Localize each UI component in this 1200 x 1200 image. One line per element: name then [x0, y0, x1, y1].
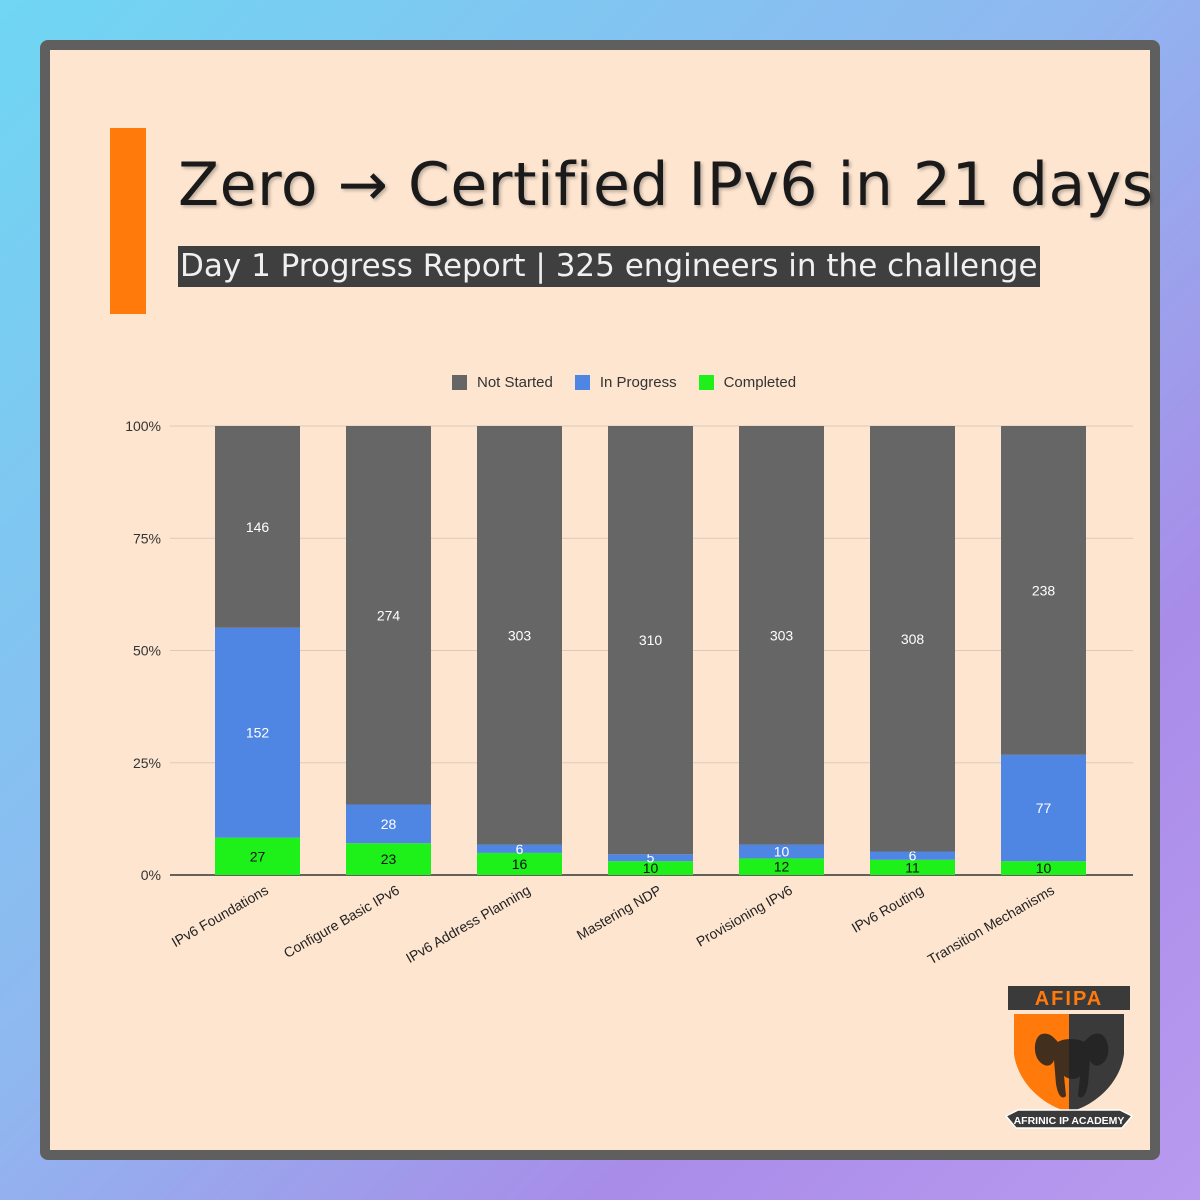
- bar-segment: [346, 804, 431, 844]
- page-title: Zero → Certified IPv6 in 21 days: [178, 150, 1154, 220]
- bar-segment: [608, 861, 693, 875]
- x-tick-label: IPv6 Foundations: [169, 882, 271, 950]
- bar-segment: [1001, 426, 1086, 755]
- bar-segment: [608, 426, 693, 855]
- elephant-icon: [1034, 1033, 1109, 1098]
- data-label: 77: [1036, 800, 1052, 816]
- page-subtitle: Day 1 Progress Report | 325 engineers in…: [178, 246, 1040, 287]
- x-tick-label: IPv6 Address Planning: [403, 882, 533, 966]
- legend-swatch-not-started: [452, 375, 467, 390]
- data-label: 152: [246, 725, 270, 741]
- accent-bar: [110, 128, 146, 314]
- y-tick-label: 50%: [133, 643, 161, 659]
- data-label: 28: [381, 816, 397, 832]
- data-label: 274: [377, 607, 401, 623]
- chart-legend: Not Started In Progress Completed: [452, 374, 796, 391]
- x-tick-label: Configure Basic IPv6: [281, 882, 402, 961]
- legend-item-in-progress: In Progress: [574, 374, 677, 391]
- bar-segment: [870, 859, 955, 875]
- legend-label: Completed: [723, 374, 797, 391]
- data-label: 16: [512, 856, 528, 872]
- bar-segment: [346, 843, 431, 875]
- y-tick-label: 100%: [125, 418, 161, 434]
- bar-segment: [346, 426, 431, 805]
- data-label: 27: [250, 848, 266, 864]
- bar-segment: [739, 426, 824, 845]
- logo-wordmark: AFIPA: [1035, 988, 1104, 1010]
- data-label: 308: [901, 631, 925, 647]
- logo-top-band: [1008, 986, 1130, 1010]
- y-tick-label: 0%: [141, 867, 161, 883]
- x-tick-label: Mastering NDP: [574, 882, 664, 943]
- bar-segment: [739, 844, 824, 859]
- logo-ribbon: [1004, 1109, 1134, 1129]
- legend-swatch-completed: [698, 375, 714, 390]
- y-tick-label: 75%: [133, 530, 161, 546]
- x-tick-label: Provisioning IPv6: [693, 882, 795, 950]
- data-label: 5: [647, 850, 655, 866]
- bar-segment: [870, 851, 955, 860]
- data-label: 12: [774, 859, 790, 875]
- legend-swatch-in-progress: [574, 375, 590, 390]
- x-tick-label: Transition Mechanisms: [925, 882, 1057, 968]
- data-label: 303: [508, 627, 532, 643]
- data-label: 23: [381, 851, 397, 867]
- legend-label: In Progress: [599, 374, 677, 391]
- bar-segment: [739, 858, 824, 875]
- afipa-logo: AFIPA AFRINIC IP ACADEMY: [1004, 986, 1134, 1129]
- data-label: 303: [770, 627, 794, 643]
- bar-segment: [1001, 754, 1086, 862]
- data-label: 10: [774, 844, 790, 860]
- bar-segment: [215, 837, 300, 875]
- legend-item-completed: Completed: [698, 374, 797, 391]
- y-tick-label: 25%: [133, 755, 161, 771]
- data-label: 310: [639, 632, 663, 648]
- bar-segment: [477, 426, 562, 845]
- data-label: 11: [905, 859, 920, 875]
- data-label: 6: [909, 848, 917, 864]
- bar-segment: [870, 426, 955, 852]
- legend-item-not-started: Not Started: [452, 374, 553, 391]
- data-label: 6: [516, 841, 524, 857]
- bar-segment: [608, 854, 693, 862]
- data-label: 10: [643, 860, 659, 876]
- bar-segment: [215, 627, 300, 838]
- bar-segment: [477, 852, 562, 875]
- bar-segment: [1001, 861, 1086, 875]
- bar-segment: [215, 426, 300, 628]
- data-label: 10: [1036, 860, 1052, 876]
- bar-segment: [477, 844, 562, 853]
- data-label: 238: [1032, 582, 1056, 598]
- x-tick-label: IPv6 Routing: [849, 882, 926, 936]
- logo-banner-text: AFRINIC IP ACADEMY: [1014, 1115, 1125, 1127]
- data-label: 146: [246, 519, 270, 535]
- legend-label: Not Started: [477, 374, 553, 391]
